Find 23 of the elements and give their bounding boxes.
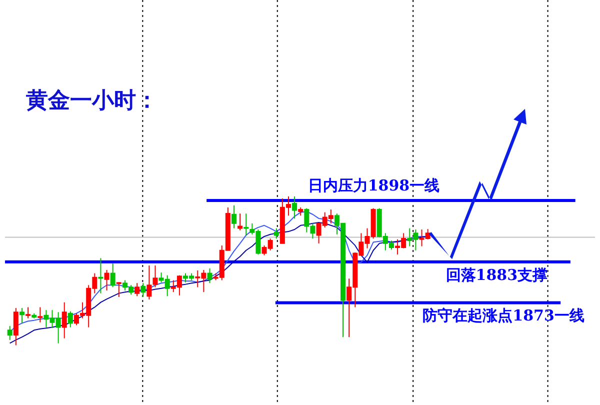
candlestick [207,268,212,284]
candlestick [19,308,24,324]
candlestick [134,282,140,297]
candlestick [7,326,12,340]
ref-line-label: 回落1883支撑 [446,266,548,284]
candlestick [231,204,236,229]
text: 黄金一小时： [25,88,158,114]
candlestick [274,228,279,239]
candlestick [62,302,67,339]
candlestick [244,213,249,236]
candlestick [13,308,18,346]
ref-line-label: 防守在起涨点1873一线 [422,306,584,325]
ref-line-label: 日内压力1898一线 [308,176,440,194]
candlestick [104,270,110,291]
candlestick [292,196,298,219]
candlestick [116,282,122,298]
candlestick [68,310,73,328]
candlestick [110,262,116,288]
candlestick [98,258,104,294]
candlestick [38,306,43,323]
candlestick [140,282,146,298]
candlestick [238,213,243,231]
candlestick [26,306,31,319]
